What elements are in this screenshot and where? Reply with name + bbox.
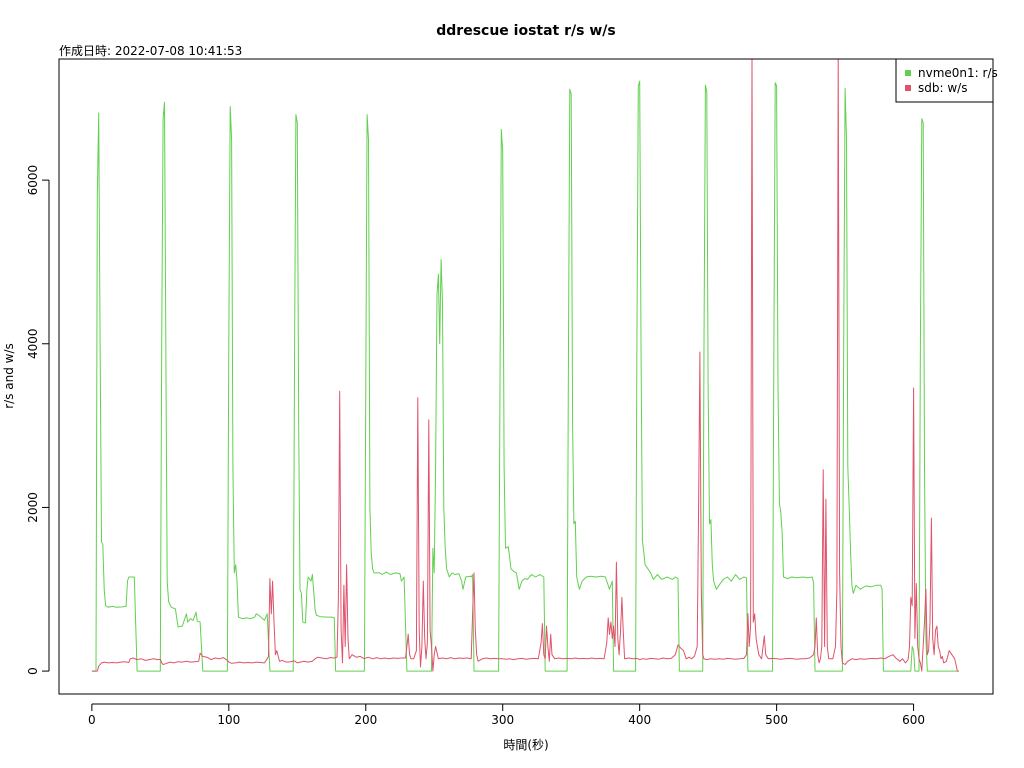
series-line-nvme0n1-rs bbox=[91, 80, 959, 672]
legend-label: nvme0n1: r/s bbox=[918, 66, 998, 80]
y-tick-label: 6000 bbox=[26, 165, 40, 196]
x-tick-label: 500 bbox=[765, 713, 788, 727]
x-axis-label: 時間(秒) bbox=[503, 738, 548, 752]
x-tick-label: 400 bbox=[628, 713, 651, 727]
chart-title: ddrescue iostat r/s w/s bbox=[436, 23, 615, 39]
series-line-sdb-ws bbox=[91, 59, 959, 672]
x-tick-label: 0 bbox=[88, 713, 96, 727]
legend-swatch bbox=[905, 85, 911, 91]
plot-frame bbox=[58, 58, 994, 695]
x-tick-label: 200 bbox=[354, 713, 377, 727]
y-tick-label: 2000 bbox=[26, 492, 40, 523]
series-layer bbox=[91, 59, 959, 672]
chart-subtitle: 作成日時: 2022-07-08 10:41:53 bbox=[59, 44, 242, 58]
y-axis-label: r/s and w/s bbox=[2, 343, 16, 409]
legend-label: sdb: w/s bbox=[918, 81, 967, 95]
y-tick-label: 0 bbox=[26, 667, 40, 675]
x-tick-label: 300 bbox=[491, 713, 514, 727]
x-tick-label: 600 bbox=[902, 713, 925, 727]
legend-box bbox=[895, 58, 994, 103]
y-tick-label: 4000 bbox=[26, 328, 40, 359]
legend-swatch bbox=[905, 70, 911, 76]
x-tick-label: 100 bbox=[217, 713, 240, 727]
